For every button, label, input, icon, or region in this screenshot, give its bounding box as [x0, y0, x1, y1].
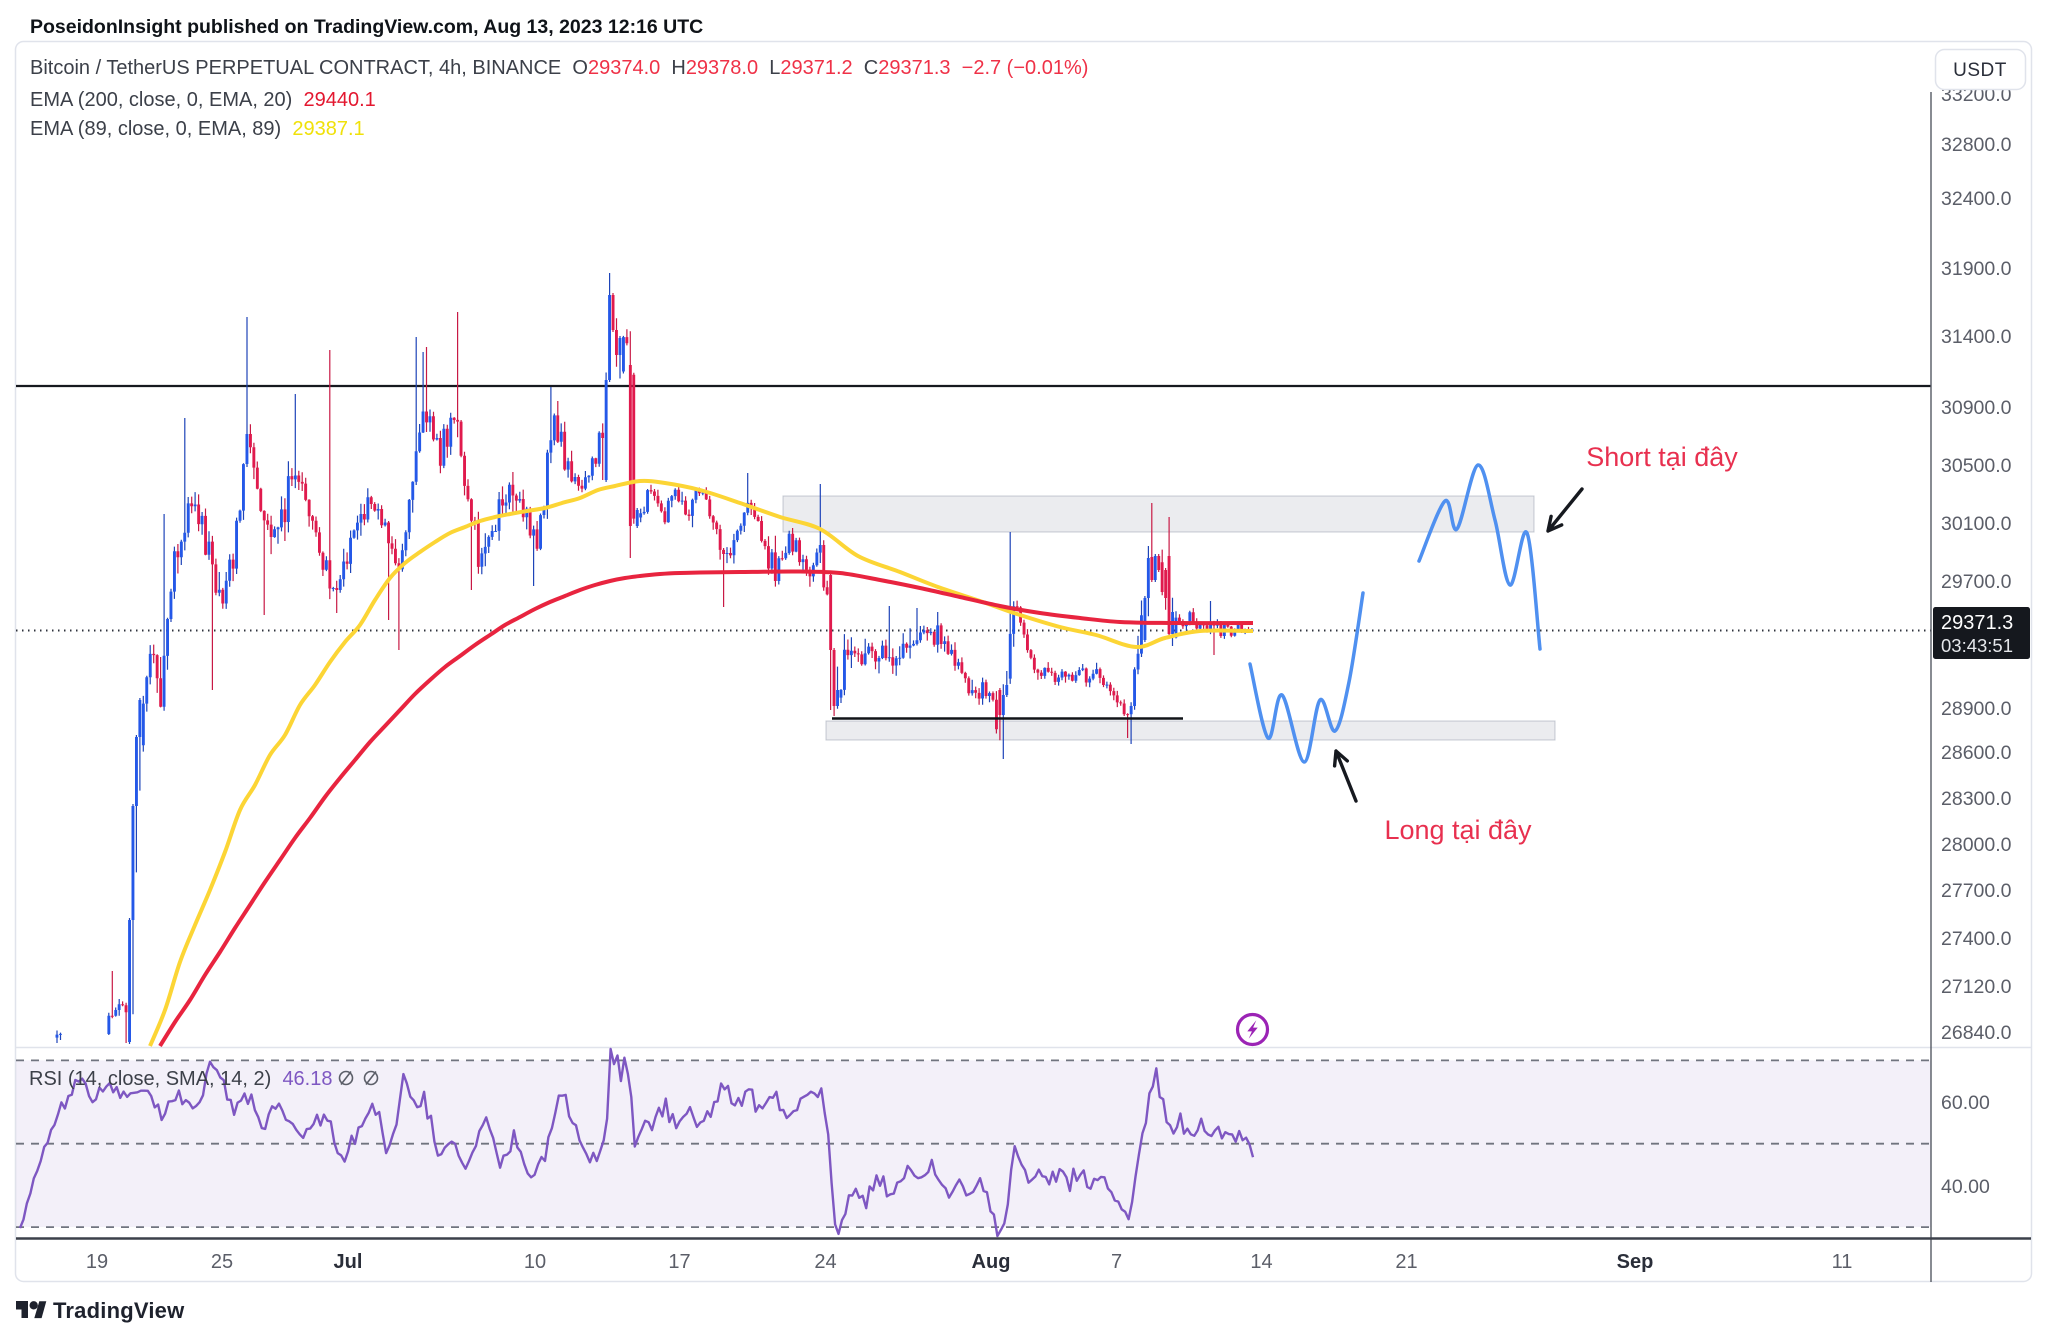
- svg-text:27120.0: 27120.0: [1941, 976, 2012, 998]
- svg-text:28600.0: 28600.0: [1941, 742, 2012, 764]
- svg-text:60.00: 60.00: [1941, 1092, 1990, 1114]
- svg-text:PoseidonInsight published on T: PoseidonInsight published on TradingView…: [30, 16, 703, 38]
- svg-text:40.00: 40.00: [1941, 1176, 1990, 1198]
- svg-text:14: 14: [1250, 1251, 1272, 1273]
- svg-text:29700.0: 29700.0: [1941, 571, 2012, 593]
- svg-text:24: 24: [814, 1251, 836, 1273]
- svg-text:03:43:51: 03:43:51: [1941, 635, 2013, 656]
- svg-text:30100.0: 30100.0: [1941, 513, 2012, 535]
- svg-text:EMA (89, close, 0, EMA, 89) 2: EMA (89, close, 0, EMA, 89) 29387.1: [30, 118, 365, 140]
- svg-text:19: 19: [86, 1251, 108, 1273]
- svg-text:25: 25: [211, 1251, 233, 1273]
- svg-text:31400.0: 31400.0: [1941, 326, 2012, 348]
- svg-text:30500.0: 30500.0: [1941, 455, 2012, 477]
- svg-text:Sep: Sep: [1617, 1251, 1654, 1273]
- svg-text:TradingView: TradingView: [53, 1298, 185, 1323]
- svg-text:28900.0: 28900.0: [1941, 698, 2012, 720]
- svg-text:17: 17: [668, 1251, 690, 1273]
- svg-text:27400.0: 27400.0: [1941, 928, 2012, 950]
- svg-text:Aug: Aug: [972, 1251, 1011, 1273]
- svg-text:10: 10: [524, 1251, 546, 1273]
- svg-text:21: 21: [1395, 1251, 1417, 1273]
- svg-text:EMA (200, close, 0, EMA, 20): EMA (200, close, 0, EMA, 20) 29440.1: [30, 89, 376, 111]
- svg-text:Long tại đây: Long tại đây: [1384, 815, 1532, 845]
- svg-text:11: 11: [1832, 1251, 1853, 1273]
- svg-text:26840.0: 26840.0: [1941, 1022, 2012, 1044]
- svg-text:32800.0: 32800.0: [1941, 134, 2012, 156]
- svg-text:28300.0: 28300.0: [1941, 788, 2012, 810]
- svg-text:Bitcoin / TetherUS PERPETUAL C: Bitcoin / TetherUS PERPETUAL CONTRACT, 4…: [30, 57, 1088, 79]
- svg-text:29371.3: 29371.3: [1941, 612, 2013, 634]
- svg-text:RSI (14, close, SMA, 14, 2) 4: RSI (14, close, SMA, 14, 2) 46.18: [29, 1068, 333, 1090]
- svg-text:Jul: Jul: [334, 1251, 363, 1273]
- svg-text:31900.0: 31900.0: [1941, 258, 2012, 280]
- svg-text:32400.0: 32400.0: [1941, 188, 2012, 210]
- svg-text:27700.0: 27700.0: [1941, 880, 2012, 902]
- svg-text:Short tại đây: Short tại đây: [1586, 442, 1738, 472]
- svg-text:28000.0: 28000.0: [1941, 834, 2012, 856]
- svg-text:30900.0: 30900.0: [1941, 397, 2012, 419]
- svg-text:USDT: USDT: [1953, 60, 2007, 81]
- svg-text:7: 7: [1111, 1251, 1122, 1273]
